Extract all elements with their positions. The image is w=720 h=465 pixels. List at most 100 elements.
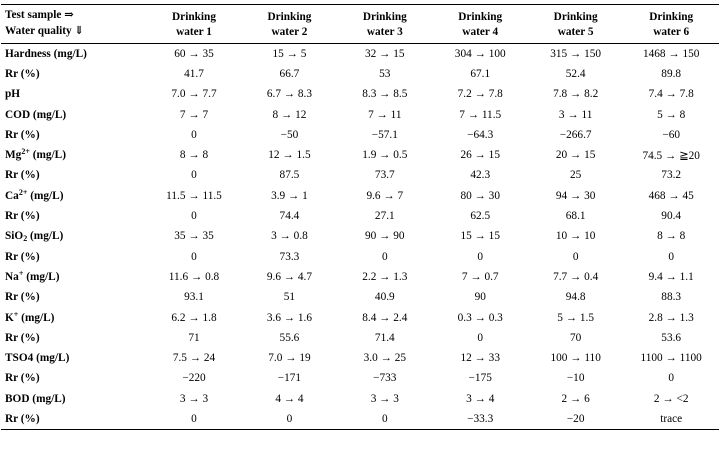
- table-cell: 60 → 35: [174, 47, 214, 60]
- table-cell: 7.2 → 7.8: [457, 88, 503, 101]
- row-label: Ca2+ (mg/L): [1, 186, 146, 206]
- row-label-unit: (mg/L): [27, 189, 64, 202]
- row-label: Rr (%): [5, 67, 40, 80]
- table-cell: −175: [468, 372, 492, 385]
- table-row: Hardness (mg/L) 60 → 35 15 → 5 32 → 15 304 →…: [1, 44, 719, 64]
- row-label: Rr (%): [5, 331, 40, 344]
- table-cell: 94 → 30: [555, 189, 596, 202]
- table-cell: 35 → 35: [174, 230, 214, 243]
- table-row: Rr (%) 0 74.4 27.1 62.5 68.1 90.4: [1, 206, 719, 226]
- table-cell: 73.7: [374, 169, 395, 182]
- table-cell: −64.3: [467, 128, 494, 141]
- row-label-unit: (mg/L): [18, 311, 55, 324]
- row-label: pH: [5, 88, 21, 101]
- water-quality-label: Water quality ⇓: [5, 25, 84, 37]
- row-label-superscript: 2+: [21, 147, 30, 157]
- table-cell: 7.8 → 8.2: [553, 88, 599, 101]
- table-cell: 20 → 15: [555, 149, 596, 162]
- table-cell: 12 → 1.5: [268, 149, 311, 162]
- table-cell: 1468 → 150: [642, 47, 700, 60]
- table-cell: 8 → 12: [272, 108, 307, 121]
- table-cell: 9.6 → 4.7: [266, 270, 313, 283]
- table-cell: 88.3: [661, 291, 682, 304]
- table-cell: 100 → 110: [550, 352, 601, 365]
- table-cell: 1100 → 1100: [640, 352, 702, 365]
- row-label-text: K: [5, 311, 14, 324]
- table-cell: 8.4 → 2.4: [362, 311, 408, 324]
- table-cell: 315 → 150: [550, 47, 602, 60]
- water-quality-table: Test sample ⇒ Water quality ⇓ Drinking wa…: [1, 4, 719, 430]
- table-cell: −57.1: [371, 128, 398, 141]
- table-cell: 0: [572, 250, 579, 263]
- table-cell: 9.6 → 7: [366, 189, 404, 202]
- table-cell: 304 → 100: [454, 47, 506, 60]
- table-cell: 70: [570, 331, 582, 344]
- table-cell: 2 → <2: [653, 392, 689, 405]
- table-cell: 0: [191, 250, 197, 263]
- table-cell: 12 → 33: [460, 352, 500, 365]
- table-cell: 3.6 → 1.6: [266, 311, 313, 324]
- table-cell: 2 → 6: [561, 392, 590, 405]
- table-row: Rr (%) 93.1 51 40.9 90 94.8 88.3: [1, 287, 719, 307]
- table-cell: 6.2 → 1.8: [171, 311, 217, 324]
- table-cell: 7.0 → 7.7: [171, 88, 217, 101]
- row-label-unit: (mg/L): [29, 149, 66, 162]
- table-cell: 80 → 30: [460, 189, 500, 202]
- table-cell: 90: [474, 291, 486, 304]
- table-cell: 40.9: [374, 291, 395, 304]
- row-label-superscript: +: [18, 268, 24, 278]
- table-cell: trace: [660, 412, 683, 425]
- table-cell: 3 → 4: [466, 392, 495, 405]
- table-cell: 10 → 10: [555, 230, 596, 243]
- row-label: Mg2+ (mg/L): [1, 145, 146, 165]
- table-cell: 3.0 → 25: [363, 352, 406, 365]
- table-cell: 27.1: [374, 210, 395, 223]
- table-cell: 0.3 → 0.3: [457, 311, 503, 324]
- table-cell: 93.1: [184, 291, 204, 304]
- table-cell: 74.4: [279, 210, 300, 223]
- table-cell: 7.0 → 19: [268, 352, 311, 365]
- table-cell: 9.4 → 1.1: [648, 270, 694, 283]
- table-cell: 52.4: [565, 67, 586, 80]
- table-cell: 8 → 8: [657, 230, 686, 243]
- table-cell: 468 → 45: [648, 189, 694, 202]
- table-cell: 71: [188, 331, 200, 344]
- table-cell: 3.9 → 1: [271, 189, 308, 202]
- table-cell: −266.7: [559, 128, 592, 141]
- table-row: BOD (mg/L) 3 → 3 4 → 4 3 → 3 3 → 4 2 → 6 2 → <…: [1, 389, 719, 409]
- table-cell: 0: [668, 372, 675, 385]
- table-cell: 5 → 8: [657, 108, 686, 121]
- table-cell: 53.6: [661, 331, 682, 344]
- table-cell: 0: [191, 128, 197, 141]
- row-label: Na+ (mg/L): [1, 267, 146, 287]
- table-cell: 41.7: [184, 67, 204, 80]
- table-row: Ca2+ (mg/L) 11.5 → 11.5 3.9 → 1 9.6 → 7 80 →…: [1, 186, 719, 206]
- table-cell: 6.7 → 8.3: [266, 88, 313, 101]
- table-cell: 7.4 → 7.8: [648, 88, 694, 101]
- table-cell: 3 → 3: [179, 392, 209, 405]
- column-header-drinking-water-5: Drinking water 5: [553, 11, 598, 38]
- table-cell: 42.3: [470, 169, 491, 182]
- table-cell: −733: [373, 372, 397, 385]
- table-row: Rr (%) 0 0 0 −33.3 −20 trace: [1, 409, 719, 430]
- row-label: Rr (%): [5, 412, 40, 425]
- table-cell: 1.9 → 0.5: [362, 149, 408, 162]
- table-cell: 62.5: [470, 210, 491, 223]
- table-cell: 66.7: [279, 67, 300, 80]
- table-cell: 87.5: [279, 169, 300, 182]
- table-cell: 5 → 1.5: [557, 311, 595, 324]
- table-cell: 0: [191, 169, 197, 182]
- table-row: pH 7.0 → 7.7 6.7 → 8.3 8.3 → 8.5 7.2 → 7.8 7.…: [1, 84, 719, 104]
- table-row: Rr (%) 0 73.3 0 0 0 0: [1, 246, 719, 266]
- table-cell: −60: [662, 128, 681, 141]
- table-row: Rr (%) 71 55.6 71.4 0 70 53.6: [1, 328, 719, 348]
- table-cell: 74.5 → ≧20: [642, 149, 700, 162]
- row-label: Rr (%): [5, 372, 40, 385]
- table-cell: 3 → 0.8: [271, 230, 308, 243]
- table-cell: 0: [668, 250, 675, 263]
- table-cell: 89.8: [661, 67, 682, 80]
- row-label: Rr (%): [5, 210, 40, 223]
- row-label: TSO4 (mg/L): [5, 352, 70, 365]
- table-cell: −20: [566, 412, 585, 425]
